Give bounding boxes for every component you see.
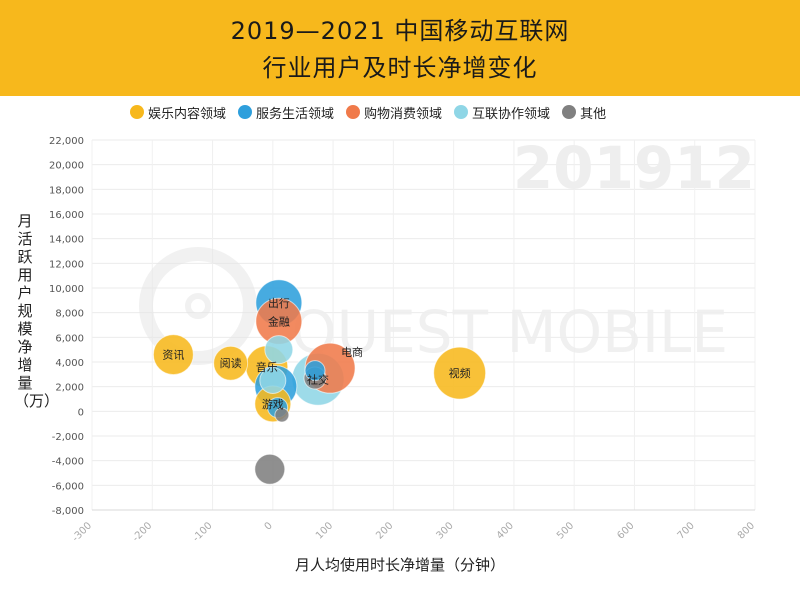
legend-swatch <box>346 105 361 119</box>
legend-label: 服务生活领域 <box>256 106 335 122</box>
x-tick-label: -200 <box>131 520 155 544</box>
bubble-unlabeled <box>274 407 290 423</box>
legend-label: 其他 <box>580 106 607 122</box>
y-tick-label: 16,000 <box>49 210 84 221</box>
legend-label: 购物消费领域 <box>364 106 443 122</box>
bubble-label: 资讯 <box>162 349 184 362</box>
legend-item-service: 服务生活领域 <box>238 103 334 122</box>
legend-item-entertainment: 娱乐内容领域 <box>130 103 226 122</box>
bubble-unlabeled <box>259 367 287 394</box>
y-tick-label: -6,000 <box>52 481 84 492</box>
bubble-阅读 <box>213 345 249 381</box>
legend-swatch <box>130 105 144 119</box>
legend-item-other: 其他 <box>562 103 606 122</box>
title-banner: 2019—2021 中国移动互联网 行业用户及时长净增变化 <box>0 0 800 96</box>
legend-swatch <box>238 105 253 119</box>
y-tick-label: -2,000 <box>52 432 84 443</box>
x-tick-label: 600 <box>615 520 636 541</box>
x-tick-label: 0 <box>263 520 275 532</box>
bubble-资讯 <box>152 334 194 376</box>
watermark-brand: QUEST MOBILE <box>291 298 728 366</box>
y-tick-label: 12,000 <box>49 259 84 270</box>
legend-swatch <box>562 105 577 119</box>
x-tick-label: 100 <box>314 520 335 541</box>
legend-item-shopping: 购物消费领域 <box>346 103 442 122</box>
y-tick-label: 14,000 <box>49 235 84 246</box>
x-tick-label: 400 <box>495 520 516 541</box>
legend-item-collab: 互联协作领域 <box>454 103 550 122</box>
y-tick-label: -4,000 <box>52 457 84 468</box>
x-tick-label: 800 <box>736 520 757 541</box>
y-tick-label: -8,000 <box>52 506 84 517</box>
y-tick-label: 2,000 <box>55 383 84 394</box>
legend: 娱乐内容领域 服务生活领域 购物消费领域 互联协作领域 其他 <box>130 101 618 123</box>
x-tick-label: 500 <box>555 520 576 541</box>
watermark-period: 201912 <box>513 134 755 202</box>
bubble-unlabeled <box>304 360 326 382</box>
y-tick-label: 10,000 <box>49 284 84 295</box>
bubble-label: 游戏 <box>262 398 284 411</box>
bubble-视频 <box>433 346 487 400</box>
y-axis-title: 月活跃用户规模净增量（万） <box>14 212 60 410</box>
y-tick-label: 8,000 <box>55 309 84 320</box>
x-axis-title: 月人均使用时长净增量（分钟） <box>294 556 505 574</box>
x-tick-label: 200 <box>374 520 395 541</box>
legend-swatch <box>454 105 469 119</box>
y-tick-label: 18,000 <box>49 185 84 196</box>
bubble-label: 金融 <box>268 314 290 328</box>
y-tick-label: 0 <box>78 407 84 418</box>
bubble-unlabeled <box>264 335 294 365</box>
y-tick-label: 6,000 <box>55 333 84 344</box>
bubble-label: 出行 <box>268 296 290 310</box>
x-tick-label: 700 <box>676 520 697 541</box>
x-tick-label: -300 <box>70 520 94 544</box>
bubble-label: 阅读 <box>220 356 242 370</box>
chart-title-line2: 行业用户及时长净增变化 <box>262 54 538 82</box>
legend-label: 娱乐内容领域 <box>148 106 227 122</box>
bubble-label: 视频 <box>449 366 471 380</box>
y-tick-label: 20,000 <box>49 161 84 172</box>
y-tick-label: 22,000 <box>49 136 84 147</box>
x-tick-label: 300 <box>434 520 455 541</box>
bubble-unlabeled <box>254 453 286 485</box>
x-tick-label: -100 <box>191 520 215 544</box>
bubble-label: 电商 <box>341 345 363 359</box>
chart-title-line1: 2019—2021 中国移动互联网 <box>230 17 570 45</box>
y-tick-label: 4,000 <box>55 358 84 369</box>
watermark-logo-icon <box>139 247 257 365</box>
bubble-label: 社交 <box>307 372 329 386</box>
bubble-label: 音乐 <box>256 360 278 374</box>
legend-label: 互联协作领域 <box>472 106 551 122</box>
